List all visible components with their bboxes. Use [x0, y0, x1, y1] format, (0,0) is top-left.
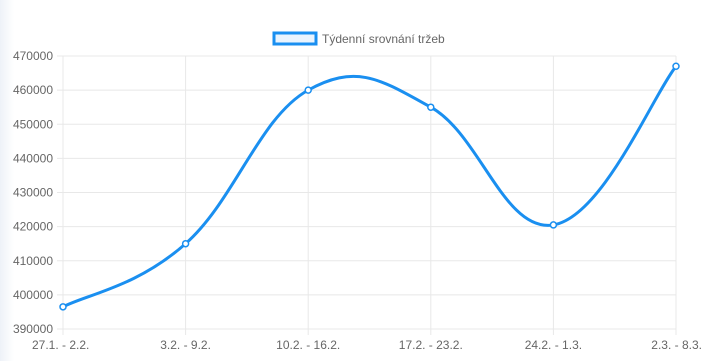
- data-point[interactable]: [59, 303, 67, 311]
- data-point[interactable]: [427, 103, 435, 111]
- y-tick-label: 420000: [13, 220, 53, 234]
- series-line: [61, 64, 678, 309]
- x-tick-label: 3.2. - 9.2.: [160, 338, 211, 352]
- x-tick-label: 17.2. - 23.2.: [399, 338, 463, 352]
- data-point[interactable]: [672, 62, 680, 70]
- x-tick-label: 27.1. - 2.2.: [32, 338, 89, 352]
- x-axis-ticks: 27.1. - 2.2. 3.2. - 9.2. 10.2. - 16.2. 17.2…: [32, 338, 702, 352]
- legend-swatch: [272, 31, 318, 46]
- y-tick-label: 470000: [13, 49, 53, 63]
- x-tick-label: 10.2. - 16.2.: [276, 338, 340, 352]
- legend-label: Týdenní srovnání tržeb: [322, 32, 445, 46]
- y-tick-label: 390000: [13, 322, 53, 336]
- y-tick-label: 460000: [13, 83, 53, 97]
- y-tick-label: 410000: [13, 254, 53, 268]
- y-tick-label: 440000: [13, 151, 53, 165]
- x-tick-label: 2.3. - 8.3.: [651, 338, 702, 352]
- y-tick-label: 450000: [13, 117, 53, 131]
- data-point[interactable]: [181, 239, 190, 248]
- x-tick-label: 24.2. - 1.3.: [525, 338, 582, 352]
- legend[interactable]: Týdenní srovnání tržeb: [272, 31, 445, 46]
- series-layer: [59, 62, 680, 311]
- y-tick-label: 400000: [13, 288, 53, 302]
- y-tick-label: 430000: [13, 186, 53, 200]
- grid-layer: [57, 55, 677, 335]
- y-axis-ticks: 470000 460000 450000 440000 430000 420000 4100…: [13, 49, 53, 336]
- data-point[interactable]: [304, 86, 312, 94]
- page-edge-shade: [0, 0, 14, 361]
- data-point[interactable]: [549, 221, 558, 229]
